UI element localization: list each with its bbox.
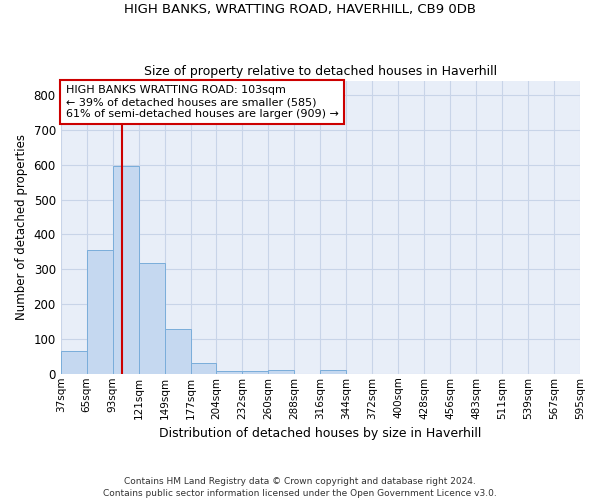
Title: Size of property relative to detached houses in Haverhill: Size of property relative to detached ho… <box>144 66 497 78</box>
Text: HIGH BANKS WRATTING ROAD: 103sqm
← 39% of detached houses are smaller (585)
61% : HIGH BANKS WRATTING ROAD: 103sqm ← 39% o… <box>66 86 339 118</box>
Text: HIGH BANKS, WRATTING ROAD, HAVERHILL, CB9 0DB: HIGH BANKS, WRATTING ROAD, HAVERHILL, CB… <box>124 2 476 16</box>
Bar <box>139 264 164 374</box>
Bar <box>320 370 346 374</box>
Bar <box>242 371 268 374</box>
X-axis label: Distribution of detached houses by size in Haverhill: Distribution of detached houses by size … <box>159 427 482 440</box>
Bar <box>191 364 217 374</box>
Bar <box>217 371 242 374</box>
Text: Contains HM Land Registry data © Crown copyright and database right 2024.
Contai: Contains HM Land Registry data © Crown c… <box>103 476 497 498</box>
Bar <box>113 166 139 374</box>
Bar <box>86 250 113 374</box>
Bar <box>164 329 191 374</box>
Y-axis label: Number of detached properties: Number of detached properties <box>15 134 28 320</box>
Bar <box>61 351 86 374</box>
Bar <box>268 370 295 374</box>
